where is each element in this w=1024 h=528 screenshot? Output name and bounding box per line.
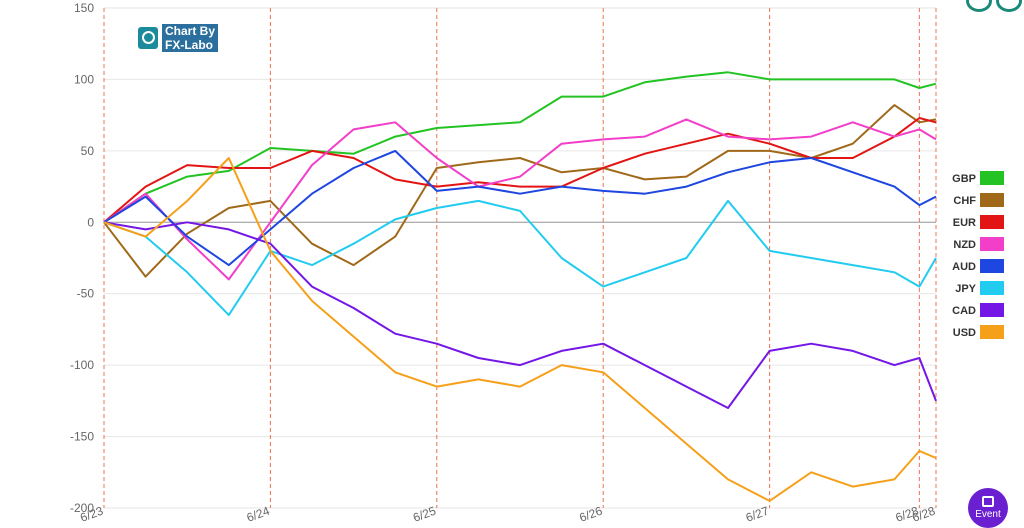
series-line-cad[interactable] — [103, 221, 937, 409]
series-line-jpy[interactable] — [103, 199, 937, 317]
logo-line2: FX-Labo — [162, 38, 219, 52]
series-line-usd[interactable] — [103, 157, 937, 502]
event-button-label: Event — [975, 509, 1001, 520]
y-tick-label: 50 — [81, 144, 95, 158]
legend-item-nzd[interactable]: NZD — [953, 237, 1004, 251]
x-axis-ticks: 6/23 6/24 6/25 6/26 6/27 6/286/28 — [78, 504, 937, 525]
logo-text: Chart By FX-Labo — [162, 24, 219, 52]
legend-swatch — [980, 281, 1004, 295]
x-tick-label: 6/25 — [411, 504, 438, 525]
legend-label: EUR — [953, 217, 976, 229]
y-axis-ticks: 150 100 50 0 -50 -100 -150 -200 — [70, 1, 94, 515]
legend-label: AUD — [952, 261, 976, 273]
date-separator-lines — [103, 8, 937, 508]
series-layer — [103, 71, 937, 502]
legend-label: JPY — [955, 283, 976, 295]
x-tick-label: 6/24 — [245, 504, 272, 525]
legend-swatch — [980, 171, 1004, 185]
series-line-eur[interactable] — [103, 117, 937, 224]
legend-label: CAD — [952, 305, 976, 317]
legend-label: USD — [953, 327, 976, 339]
legend-item-aud[interactable]: AUD — [952, 259, 1004, 273]
series-line-aud[interactable] — [103, 149, 937, 267]
series-line-gbp[interactable] — [103, 71, 937, 224]
legend-item-usd[interactable]: USD — [953, 325, 1004, 339]
y-tick-label: 100 — [74, 72, 94, 86]
y-tick-label: 150 — [74, 1, 94, 15]
y-tick-label: -200 — [70, 501, 94, 515]
legend-item-jpy[interactable]: JPY — [955, 281, 1004, 295]
legend-swatch — [980, 215, 1004, 229]
x-tick-label: 6/26 — [577, 504, 604, 525]
y-tick-label: -100 — [70, 358, 94, 372]
legend-label: CHF — [953, 195, 976, 207]
y-tick-label: 0 — [87, 215, 94, 229]
legend-swatch — [980, 193, 1004, 207]
x-tick-label: 6/27 — [744, 504, 771, 525]
legend-item-gbp[interactable]: GBP — [952, 171, 1004, 185]
fx-labo-logo: Chart By FX-Labo — [138, 24, 219, 52]
legend-item-chf[interactable]: CHF — [953, 193, 1004, 207]
legend: GBP CHF EUR NZD AUD JPY CAD USD — [952, 171, 1004, 339]
series-line-nzd[interactable] — [103, 118, 937, 281]
legend-item-eur[interactable]: EUR — [953, 215, 1004, 229]
legend-label: GBP — [952, 173, 976, 185]
corner-decoration-icon — [966, 0, 1022, 12]
y-tick-label: -50 — [77, 287, 95, 301]
legend-label: NZD — [953, 239, 976, 251]
calendar-icon — [982, 496, 994, 507]
legend-swatch — [980, 325, 1004, 339]
legend-swatch — [980, 237, 1004, 251]
legend-swatch — [980, 259, 1004, 273]
legend-item-cad[interactable]: CAD — [952, 303, 1004, 317]
magnifier-logo-icon — [138, 27, 158, 49]
event-button[interactable]: Event — [968, 488, 1008, 528]
logo-line1: Chart By — [162, 24, 219, 38]
series-line-chf[interactable] — [103, 104, 937, 278]
legend-swatch — [980, 303, 1004, 317]
y-tick-label: -150 — [70, 430, 94, 444]
